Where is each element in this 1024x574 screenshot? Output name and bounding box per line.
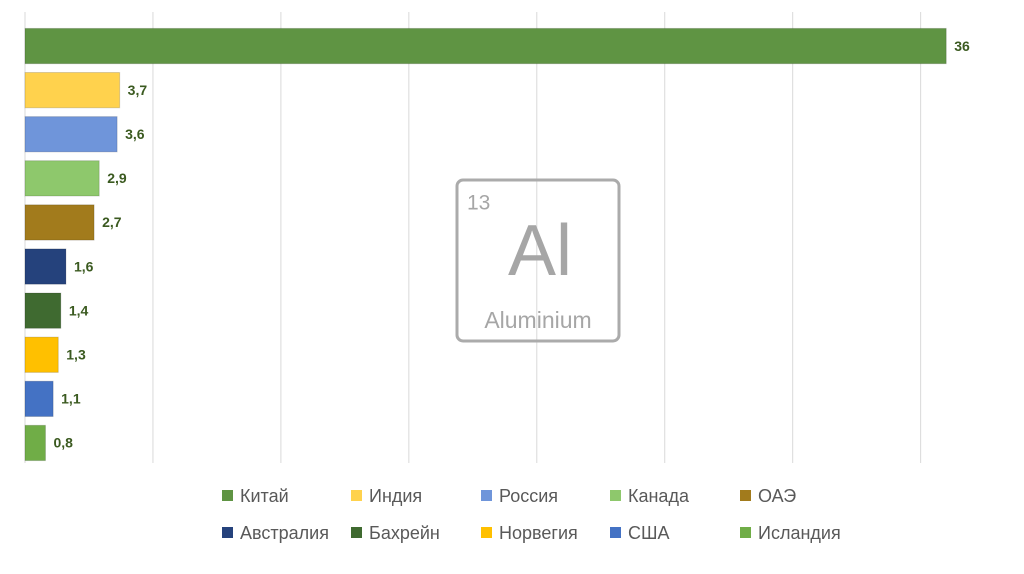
value-label: 36 bbox=[954, 38, 970, 54]
bar bbox=[24, 424, 46, 462]
legend-swatch bbox=[740, 527, 751, 538]
element-box bbox=[455, 178, 621, 343]
legend-label: Канада bbox=[628, 486, 690, 506]
legend-label: Россия bbox=[499, 486, 558, 506]
value-label: 2,7 bbox=[102, 214, 122, 230]
legend-swatch bbox=[481, 527, 492, 538]
value-label: 3,7 bbox=[128, 82, 148, 98]
value-label: 0,8 bbox=[53, 435, 73, 451]
bar bbox=[24, 204, 95, 241]
bar bbox=[24, 248, 67, 285]
element-symbol: Al bbox=[508, 211, 572, 291]
element-name: Aluminium bbox=[484, 307, 591, 333]
plot: 36 3,7 3,6 2,9 2,7 1,6 1,4 1,3 1,1 0,8 Китай Индия Р… bbox=[24, 12, 970, 543]
legend-swatch bbox=[610, 527, 621, 538]
legend-label: Китай bbox=[240, 486, 289, 506]
legend-swatch bbox=[351, 490, 362, 501]
value-label: 1,3 bbox=[66, 346, 86, 362]
legend-label: Индия bbox=[369, 486, 422, 506]
legend-swatch bbox=[740, 490, 751, 501]
value-label: 3,6 bbox=[125, 126, 145, 142]
legend-swatch bbox=[481, 490, 492, 501]
legend-label: ОАЭ bbox=[758, 486, 796, 506]
atomic-number: 13 bbox=[467, 192, 490, 215]
value-label: 1,4 bbox=[69, 302, 89, 318]
bar bbox=[24, 336, 59, 373]
value-label: 1,6 bbox=[74, 258, 94, 274]
legend-swatch bbox=[351, 527, 362, 538]
bar bbox=[24, 160, 100, 197]
legend-label: Бахрейн bbox=[369, 523, 440, 543]
bar bbox=[24, 380, 54, 417]
value-label: 1,1 bbox=[61, 391, 81, 407]
legend-label: США bbox=[628, 523, 670, 543]
bar bbox=[24, 27, 947, 65]
legend-swatch bbox=[222, 527, 233, 538]
legend-swatch bbox=[222, 490, 233, 501]
value-label: 2,9 bbox=[107, 170, 127, 186]
legend-label: Австралия bbox=[240, 523, 329, 543]
legend-label: Норвегия bbox=[499, 523, 578, 543]
bar bbox=[24, 72, 121, 109]
bar bbox=[24, 292, 62, 329]
bar bbox=[24, 116, 118, 153]
legend-swatch bbox=[610, 490, 621, 501]
legend-label: Исландия bbox=[758, 523, 841, 543]
